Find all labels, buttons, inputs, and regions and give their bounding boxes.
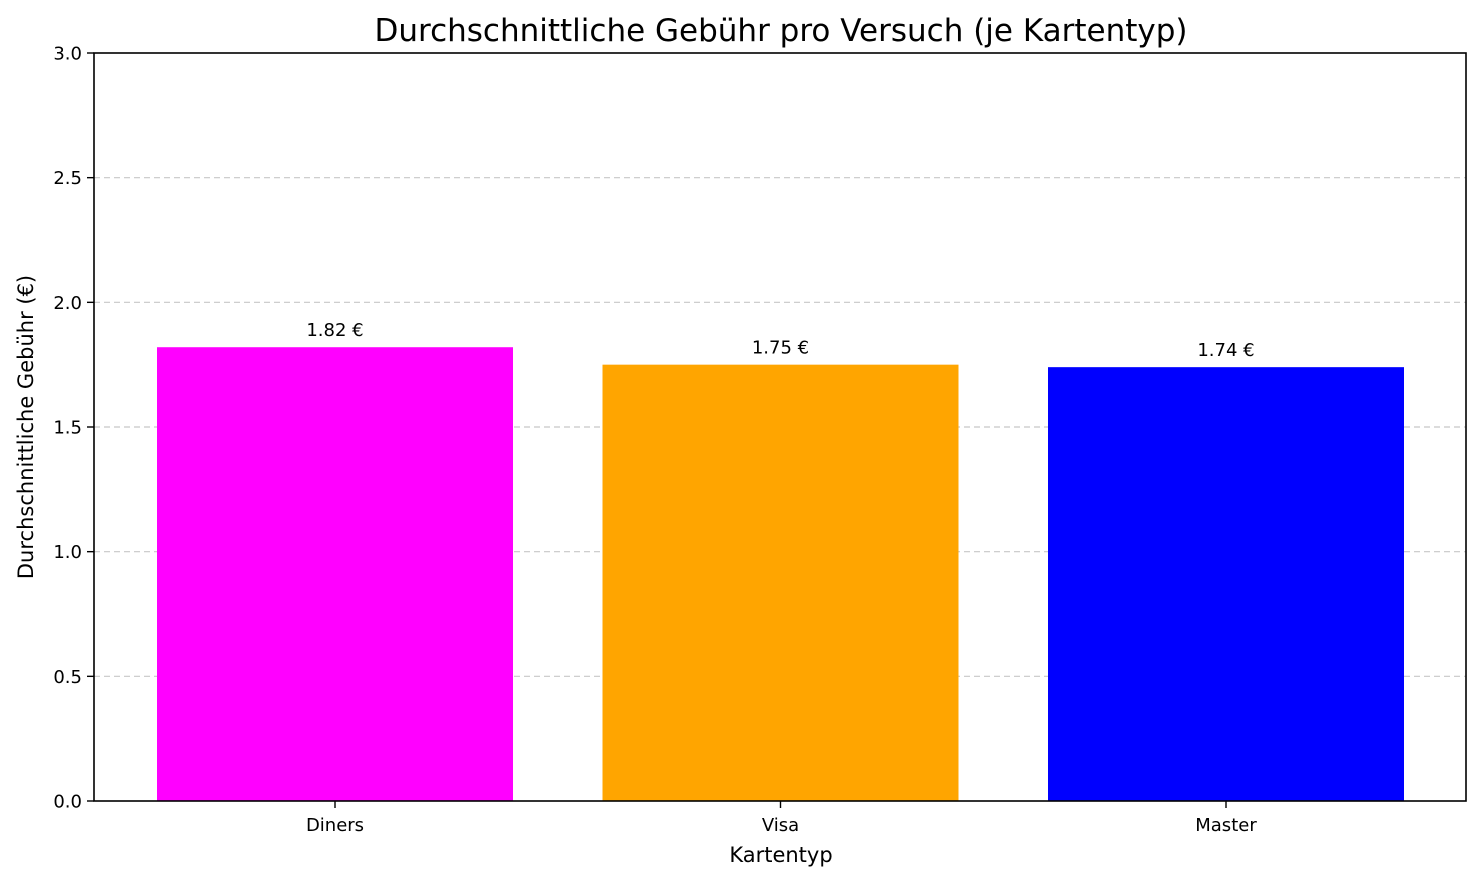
bar-master [1048,367,1404,801]
y-axis-label: Durchschnittliche Gebühr (€) [14,275,38,579]
x-tick-label: Visa [762,815,799,836]
data-label: 1.75 € [752,338,809,359]
y-tick-label: 0.0 [53,792,82,813]
x-axis-label: Kartentyp [729,843,832,867]
y-tick-label: 2.0 [53,293,82,314]
y-axis-ticks: 0.0 0.5 1.0 1.5 2.0 2.5 3.0 [53,44,94,813]
bars [157,347,1404,801]
x-tick-label: Master [1195,815,1257,836]
y-tick-label: 1.5 [53,418,82,439]
x-tick-label: Diners [306,815,364,836]
bar-diners [157,347,513,801]
data-label: 1.74 € [1197,340,1254,361]
bar-visa [602,364,959,801]
y-tick-label: 2.5 [53,168,82,189]
y-tick-label: 1.0 [53,542,82,563]
y-tick-label: 3.0 [53,44,82,65]
chart-title: Durchschnittliche Gebühr pro Versuch (je… [374,13,1187,49]
data-labels: 1.82 € 1.75 € 1.74 € [306,320,1254,361]
data-label: 1.82 € [306,320,363,341]
y-tick-label: 0.5 [53,667,82,688]
x-axis-ticks: Diners Visa Master [306,801,1257,836]
